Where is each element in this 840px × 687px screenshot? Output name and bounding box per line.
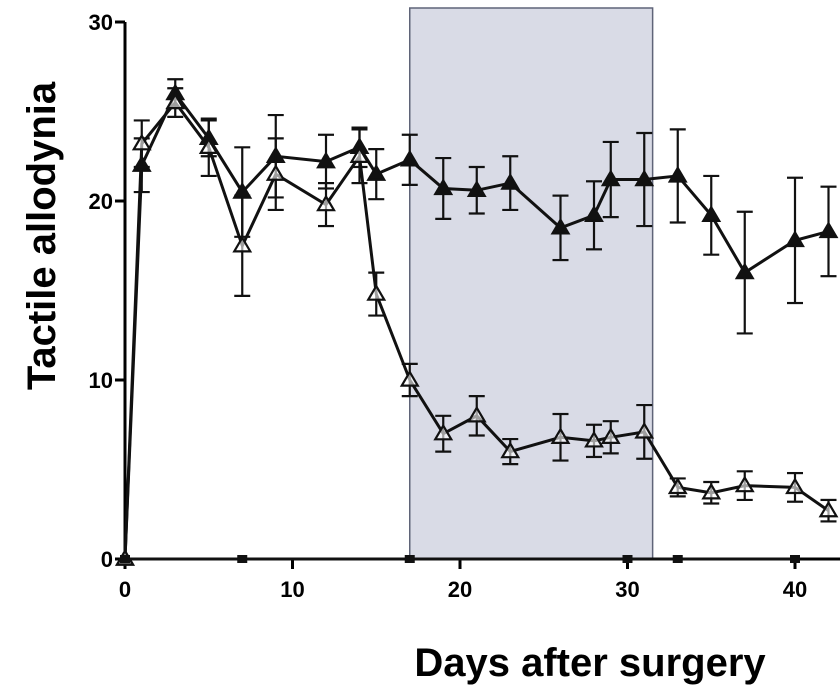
data-point <box>670 168 686 182</box>
data-point <box>790 555 800 563</box>
data-point <box>670 479 686 493</box>
y-axis-title: Tactile allodynia <box>20 81 64 390</box>
data-point <box>120 555 130 563</box>
y-tick-label: 10 <box>89 368 113 393</box>
x-tick-label: 20 <box>448 577 472 602</box>
data-point <box>821 503 837 517</box>
y-tick-label: 0 <box>101 547 113 572</box>
x-tick-label: 10 <box>280 577 304 602</box>
shaded-period <box>410 8 653 559</box>
data-point <box>623 555 633 563</box>
x-axis-title: Days after surgery <box>414 641 766 685</box>
data-point <box>673 555 683 563</box>
data-point <box>405 555 415 563</box>
y-tick-label: 20 <box>89 189 113 214</box>
data-point <box>737 265 753 279</box>
x-tick-label: 40 <box>783 577 807 602</box>
y-tick-label: 30 <box>89 10 113 35</box>
data-point <box>237 555 247 563</box>
x-tick-label: 30 <box>615 577 639 602</box>
data-point <box>268 166 284 180</box>
data-point <box>234 238 250 252</box>
data-point <box>368 286 384 300</box>
data-point <box>821 223 837 237</box>
x-tick-label: 0 <box>119 577 131 602</box>
